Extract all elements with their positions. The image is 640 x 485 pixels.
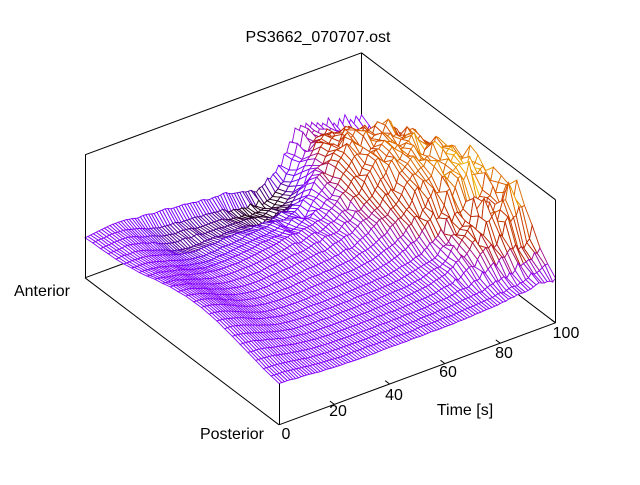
svg-text:60: 60 xyxy=(439,364,457,381)
svg-text:40: 40 xyxy=(385,387,403,404)
svg-text:Anterior: Anterior xyxy=(14,283,71,300)
svg-text:20: 20 xyxy=(329,403,347,420)
svg-text:80: 80 xyxy=(495,345,513,362)
svg-text:Time [s]: Time [s] xyxy=(437,402,493,419)
svg-text:PS3662_070707.ost: PS3662_070707.ost xyxy=(245,29,391,46)
svg-text:0: 0 xyxy=(282,426,291,443)
svg-text:100: 100 xyxy=(553,325,580,342)
svg-text:Posterior: Posterior xyxy=(200,426,265,443)
